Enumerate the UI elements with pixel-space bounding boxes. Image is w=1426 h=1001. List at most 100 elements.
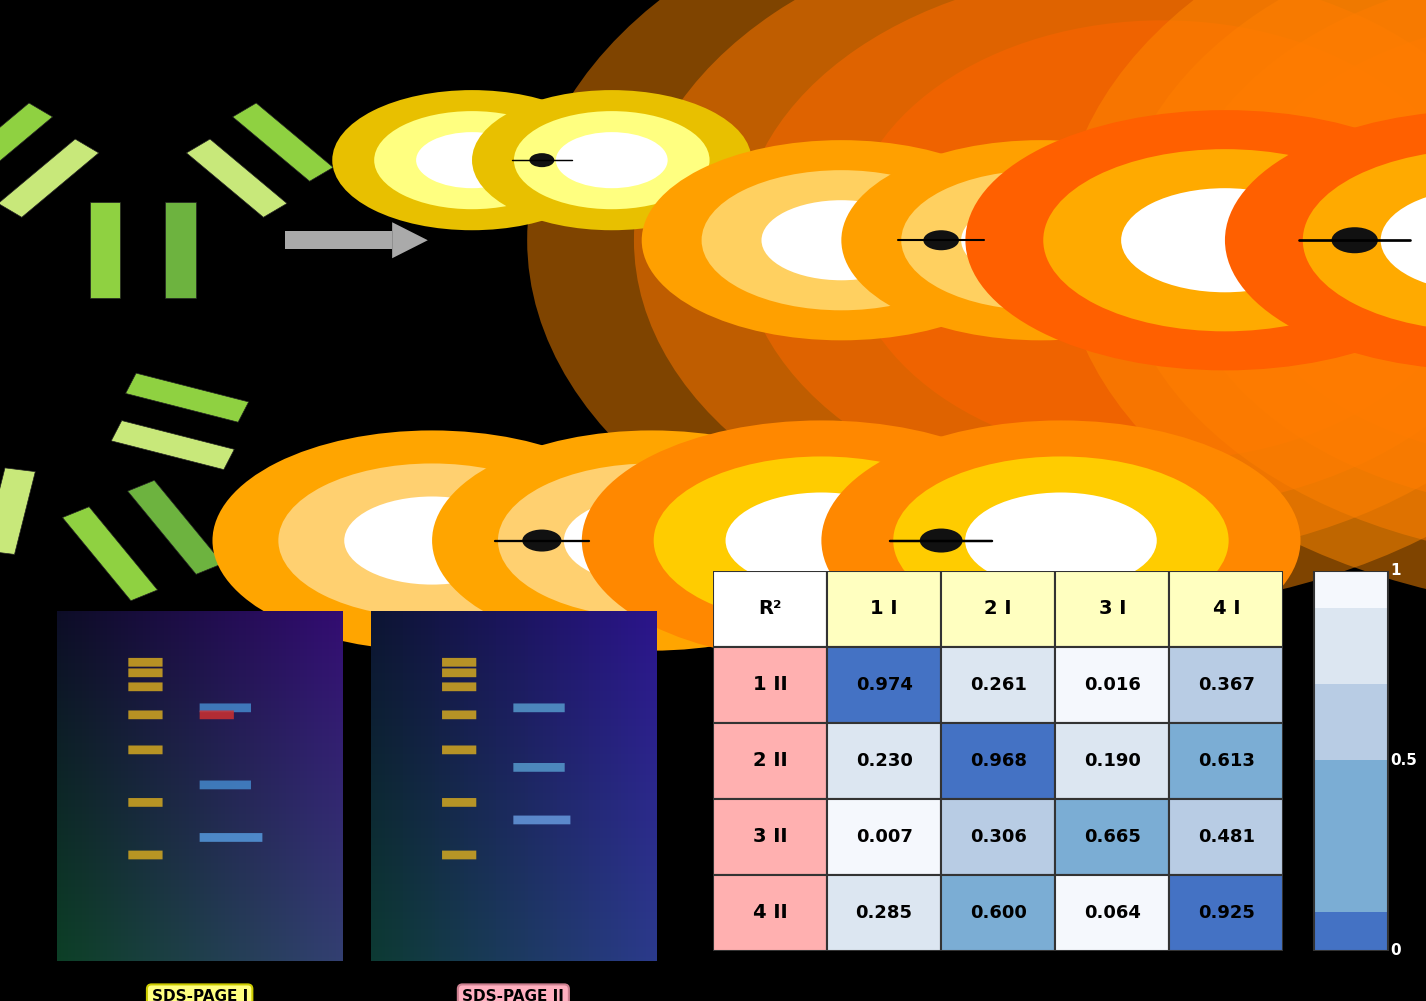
- Text: SDS-PAGE II: SDS-PAGE II: [462, 989, 565, 1001]
- Ellipse shape: [1121, 188, 1329, 292]
- Ellipse shape: [582, 420, 1061, 661]
- Ellipse shape: [513, 111, 710, 209]
- Bar: [1315, 650, 1389, 655]
- Bar: [1315, 665, 1389, 670]
- FancyBboxPatch shape: [941, 875, 1055, 951]
- Ellipse shape: [924, 230, 960, 250]
- Polygon shape: [285, 532, 392, 550]
- Bar: [1315, 570, 1389, 575]
- Polygon shape: [125, 373, 248, 422]
- Bar: [1315, 741, 1389, 746]
- Bar: [1315, 821, 1389, 826]
- Ellipse shape: [761, 200, 921, 280]
- Polygon shape: [392, 523, 428, 559]
- Bar: [1315, 612, 1389, 617]
- Bar: [1315, 692, 1389, 696]
- Ellipse shape: [556, 132, 667, 188]
- Text: 0.064: 0.064: [1084, 904, 1141, 922]
- Bar: [1315, 711, 1389, 715]
- Polygon shape: [0, 467, 36, 555]
- Ellipse shape: [1380, 188, 1426, 292]
- Text: 4 I: 4 I: [1212, 600, 1241, 618]
- Bar: [1315, 745, 1389, 750]
- Bar: [1315, 631, 1389, 636]
- Ellipse shape: [472, 90, 752, 230]
- Bar: [1315, 684, 1389, 689]
- FancyBboxPatch shape: [827, 723, 941, 799]
- Ellipse shape: [821, 420, 1301, 661]
- FancyBboxPatch shape: [713, 875, 827, 951]
- FancyBboxPatch shape: [1055, 723, 1169, 799]
- Bar: [1315, 878, 1389, 883]
- Bar: [1315, 779, 1389, 784]
- Ellipse shape: [1061, 0, 1426, 613]
- Polygon shape: [392, 222, 428, 258]
- Bar: [1315, 669, 1389, 674]
- Bar: [1315, 791, 1389, 795]
- FancyBboxPatch shape: [1169, 571, 1283, 647]
- Ellipse shape: [374, 111, 570, 209]
- Bar: [1315, 585, 1389, 590]
- Ellipse shape: [1231, 20, 1426, 460]
- Text: R²: R²: [759, 600, 781, 618]
- FancyBboxPatch shape: [1055, 647, 1169, 723]
- Bar: [1315, 851, 1389, 856]
- Ellipse shape: [740, 0, 1426, 511]
- Ellipse shape: [1332, 227, 1378, 253]
- Bar: [1315, 867, 1389, 871]
- Bar: [1315, 939, 1389, 943]
- Bar: [1315, 623, 1389, 628]
- FancyBboxPatch shape: [941, 647, 1055, 723]
- Bar: [1315, 658, 1389, 662]
- Bar: [1315, 688, 1389, 693]
- Bar: [1315, 946, 1389, 951]
- FancyBboxPatch shape: [442, 711, 476, 720]
- Bar: [1315, 597, 1389, 601]
- FancyBboxPatch shape: [1169, 875, 1283, 951]
- Ellipse shape: [1303, 149, 1426, 331]
- Text: 3 II: 3 II: [753, 828, 787, 846]
- FancyBboxPatch shape: [128, 658, 163, 667]
- Ellipse shape: [893, 456, 1229, 625]
- Bar: [1315, 798, 1389, 803]
- FancyBboxPatch shape: [1169, 723, 1283, 799]
- Bar: [1315, 836, 1389, 841]
- Bar: [1315, 764, 1389, 769]
- FancyBboxPatch shape: [442, 746, 476, 755]
- Bar: [1315, 589, 1389, 594]
- Ellipse shape: [965, 110, 1426, 370]
- Text: 0: 0: [1390, 944, 1400, 958]
- Bar: [1315, 608, 1389, 613]
- Bar: [1315, 832, 1389, 837]
- Bar: [1315, 859, 1389, 864]
- Polygon shape: [1176, 523, 1212, 559]
- Bar: [1315, 920, 1389, 924]
- FancyBboxPatch shape: [827, 571, 941, 647]
- Bar: [1315, 901, 1389, 905]
- Polygon shape: [791, 222, 827, 258]
- Bar: [1315, 673, 1389, 677]
- FancyBboxPatch shape: [827, 799, 941, 875]
- Bar: [1315, 783, 1389, 788]
- Bar: [1315, 840, 1389, 845]
- FancyBboxPatch shape: [200, 781, 251, 790]
- Bar: [1315, 722, 1389, 727]
- Bar: [1315, 760, 1389, 765]
- Text: 2 I: 2 I: [984, 600, 1012, 618]
- Bar: [1315, 829, 1389, 833]
- FancyBboxPatch shape: [128, 711, 163, 720]
- Bar: [1315, 753, 1389, 757]
- Text: 0.306: 0.306: [970, 828, 1027, 846]
- Polygon shape: [111, 420, 234, 469]
- Bar: [1315, 912, 1389, 917]
- FancyBboxPatch shape: [941, 723, 1055, 799]
- Text: 1 II: 1 II: [753, 676, 787, 694]
- Bar: [1315, 646, 1389, 651]
- FancyBboxPatch shape: [200, 833, 262, 842]
- Text: 0.190: 0.190: [1084, 752, 1141, 770]
- Bar: [1315, 627, 1389, 632]
- Ellipse shape: [635, 0, 1426, 562]
- Bar: [1315, 734, 1389, 738]
- Polygon shape: [165, 202, 195, 298]
- FancyBboxPatch shape: [827, 875, 941, 951]
